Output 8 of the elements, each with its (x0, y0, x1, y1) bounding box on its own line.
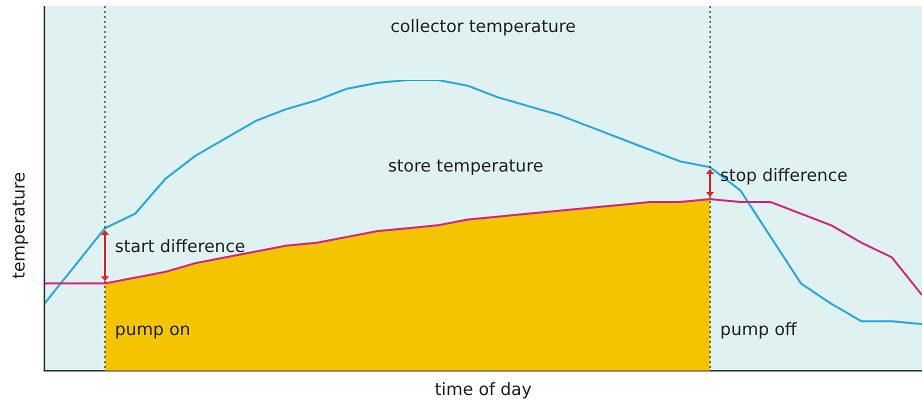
annotation: pump on (114, 320, 190, 340)
x-axis-title: time of day (434, 380, 532, 400)
annotation: stop difference (720, 166, 848, 186)
text: store temperature (388, 156, 544, 177)
annotation: start difference (114, 236, 246, 257)
text: collector temperature (390, 17, 576, 38)
annotation: pump off (720, 320, 798, 340)
y-axis-title: temperature (10, 172, 30, 279)
